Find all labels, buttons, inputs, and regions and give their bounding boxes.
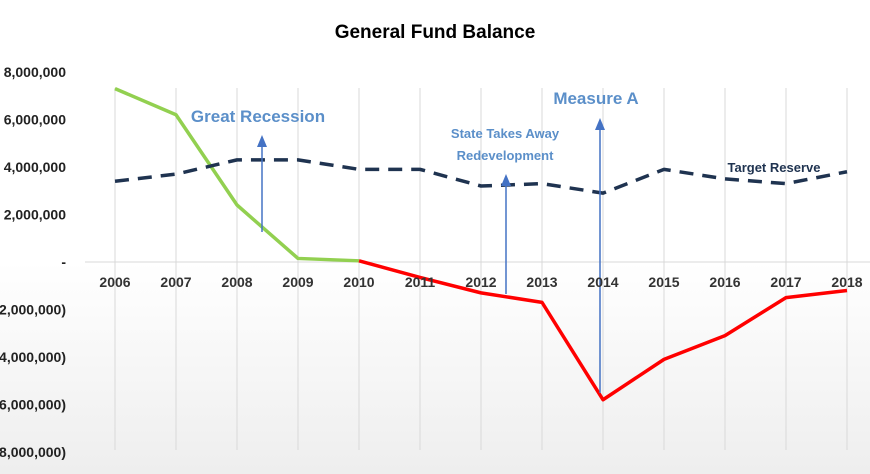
x-tick-label-2014: 2014 <box>587 274 618 290</box>
measure-a-arrow-head <box>595 118 605 130</box>
y-tick-label: 8,000,000 <box>4 64 66 80</box>
plot-background <box>0 262 870 474</box>
x-tick-label-2013: 2013 <box>526 274 557 290</box>
series-line-target-reserve <box>114 158 848 195</box>
x-axis-ticks: 2006 2007 2008 2009 2010 2011 2012 2013 2014 2015… <box>99 274 862 290</box>
y-tick-label: (4,000,000) <box>0 349 66 365</box>
x-tick-label-2010: 2010 <box>343 274 374 290</box>
x-tick-label-2016: 2016 <box>709 274 740 290</box>
y-tick-label: 6,000,000 <box>4 112 66 128</box>
annotation-target-reserve: Target Reserve <box>728 160 821 175</box>
y-tick-label: 2,000,000 <box>4 207 66 223</box>
y-tick-label: - <box>61 254 66 270</box>
gridlines <box>114 88 848 450</box>
series-group <box>114 87 848 402</box>
y-axis-ticks: 8,000,000 6,000,000 4,000,000 2,000,000 - (2,… <box>0 64 66 460</box>
annotation-arrows <box>257 118 605 393</box>
chart-title: General Fund Balance <box>335 22 536 43</box>
x-tick-label-2008: 2008 <box>221 274 252 290</box>
x-tick-label-2006: 2006 <box>99 274 130 290</box>
x-tick-label-2012: 2012 <box>465 274 496 290</box>
annotation-great-recession: Great Recession <box>191 107 325 126</box>
annotation-redevelopment-line1: State Takes Away <box>451 126 560 141</box>
series-line-1 <box>358 259 848 402</box>
series-line-0 <box>114 87 360 263</box>
x-tick-label-2018: 2018 <box>831 274 862 290</box>
y-tick-label: (8,000,000) <box>0 444 66 460</box>
y-tick-label: (6,000,000) <box>0 397 66 413</box>
annotation-measure-a: Measure A <box>553 89 638 108</box>
redevelopment-arrow-head <box>501 174 511 186</box>
great-recession-arrow-head <box>257 135 267 147</box>
x-tick-label-2015: 2015 <box>648 274 679 290</box>
y-tick-label: 4,000,000 <box>4 159 66 175</box>
annotation-redevelopment-line2: Redevelopment <box>457 148 554 163</box>
x-tick-label-2009: 2009 <box>282 274 313 290</box>
y-tick-label: (2,000,000) <box>0 302 66 318</box>
x-tick-label-2011: 2011 <box>405 274 436 290</box>
annotations: Great Recession Measure A State Takes Aw… <box>191 89 821 175</box>
x-tick-label-2007: 2007 <box>160 274 191 290</box>
x-tick-label-2017: 2017 <box>770 274 801 290</box>
